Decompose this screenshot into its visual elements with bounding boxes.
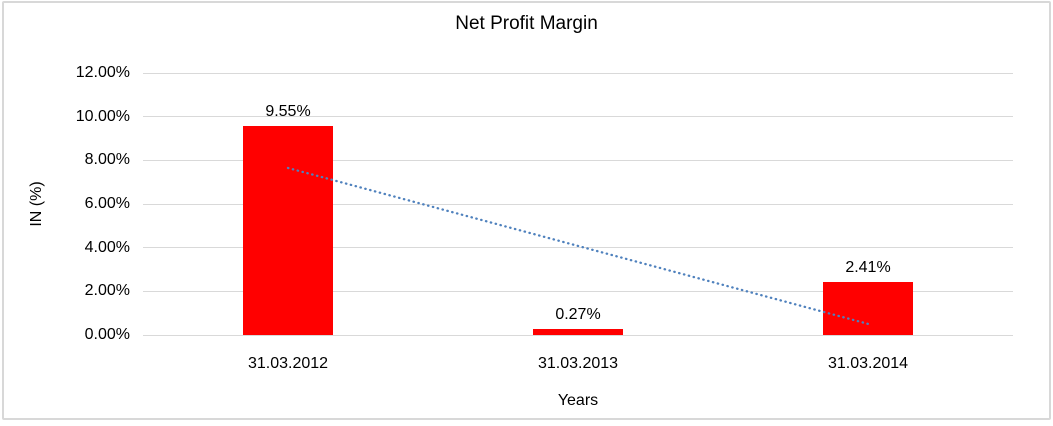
gridline (143, 159, 1013, 161)
bar-value-label: 9.55% (265, 103, 311, 121)
gridline (143, 203, 1013, 205)
x-axis-tick-label: 31.03.2014 (827, 355, 909, 372)
y-axis-tick-label: 8.00% (84, 151, 130, 169)
gridline (143, 290, 1013, 292)
gridline (143, 247, 1013, 249)
gridline (143, 116, 1013, 118)
x-axis-title: Years (557, 392, 599, 409)
bar (823, 282, 913, 335)
x-axis-tick-label: 31.03.2013 (537, 355, 619, 372)
y-axis-tick-label: 10.00% (75, 107, 130, 125)
y-axis-tick-label: 4.00% (84, 238, 130, 256)
y-axis-tick-label: 0.00% (84, 326, 130, 343)
x-axis-tick-label: 31.03.2012 (247, 355, 329, 372)
y-axis-tick-label: 6.00% (84, 195, 130, 212)
gridline (143, 72, 1013, 74)
gridline (143, 334, 1013, 336)
bar (243, 126, 333, 335)
bar (533, 329, 623, 335)
bar-value-label: 0.27% (555, 306, 601, 324)
y-axis-tick-label: 2.00% (84, 282, 130, 300)
bar-value-label: 2.41% (845, 259, 891, 277)
chart-title: Net Profit Margin (455, 13, 598, 34)
y-axis-tick-label: 12.00% (75, 64, 130, 81)
